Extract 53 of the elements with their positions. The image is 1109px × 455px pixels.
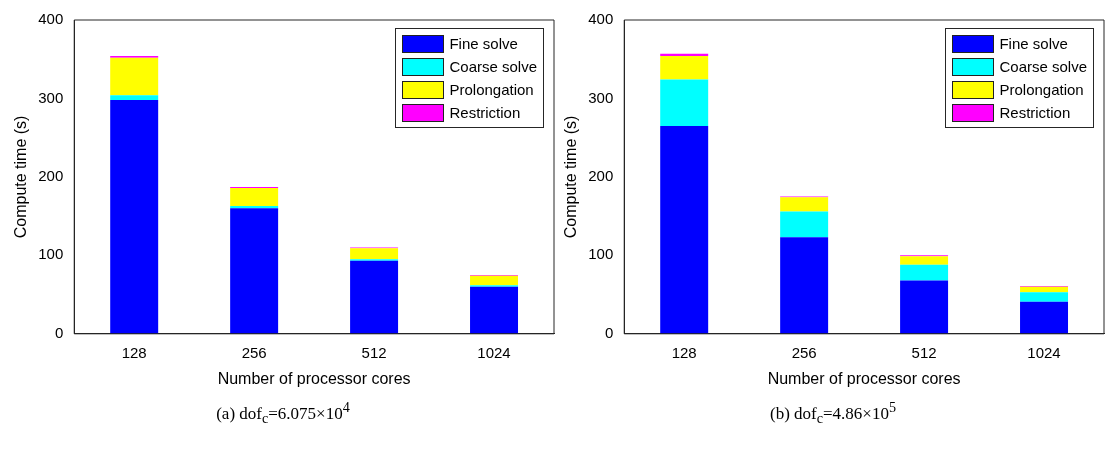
x-tick-label: 256 xyxy=(241,343,267,361)
legend-label: Fine solve xyxy=(449,35,518,52)
legend-label: Prolongation xyxy=(449,81,534,98)
bar xyxy=(230,187,279,206)
text: (a) dof$_{c}$=6.075×10$^{4}$ xyxy=(215,399,351,428)
legend-label: Prolongation xyxy=(999,81,1084,98)
y-axis-title: Compute time (s) xyxy=(12,115,30,239)
y-tick-label: 100 xyxy=(38,245,64,263)
bar xyxy=(110,100,159,334)
x-tick-label: 256 xyxy=(791,343,817,361)
x-axis-title: Number of processor cores xyxy=(767,369,961,387)
y-tick-label: 400 xyxy=(588,10,614,28)
bar xyxy=(780,211,829,238)
bar xyxy=(470,275,519,286)
y-tick-label: 200 xyxy=(38,167,64,185)
x-tick-label: 128 xyxy=(671,343,697,361)
bar xyxy=(1020,301,1069,334)
bar xyxy=(470,286,519,334)
text: (b) dof$_{c}$=4.86×10$^{5}$ xyxy=(768,399,897,428)
bar xyxy=(900,256,949,265)
bar xyxy=(230,208,279,334)
bar xyxy=(780,237,829,334)
bar xyxy=(1020,292,1069,302)
bar xyxy=(660,79,709,126)
x-tick-label: 512 xyxy=(361,343,387,361)
legend-label: Restriction xyxy=(999,104,1071,121)
y-tick-label: 200 xyxy=(588,167,614,185)
x-tick-label: 1024 xyxy=(477,343,511,361)
x-tick-label: 1024 xyxy=(1027,343,1061,361)
x-tick-label: 128 xyxy=(121,343,147,361)
bar xyxy=(780,197,829,212)
y-tick-label: 400 xyxy=(38,10,64,28)
bar xyxy=(110,57,159,96)
legend-label: Restriction xyxy=(449,104,521,121)
y-tick-label: 100 xyxy=(588,245,614,263)
bar xyxy=(900,280,949,334)
legend-label: Coarse solve xyxy=(449,58,537,75)
bar xyxy=(1020,286,1069,293)
legend-label: Fine solve xyxy=(999,35,1068,52)
bar xyxy=(660,125,709,334)
y-axis-title: Compute time (s) xyxy=(562,115,580,239)
x-axis-title: Number of processor cores xyxy=(217,369,411,387)
x-tick-label: 512 xyxy=(911,343,937,361)
y-tick-label: 0 xyxy=(604,323,614,341)
y-tick-label: 300 xyxy=(588,88,614,106)
bar xyxy=(110,95,159,101)
bar xyxy=(350,248,399,260)
bar xyxy=(350,260,399,334)
bar xyxy=(660,56,709,80)
y-tick-label: 300 xyxy=(38,88,64,106)
y-tick-label: 0 xyxy=(54,323,64,341)
bar xyxy=(900,264,949,281)
legend-label: Coarse solve xyxy=(999,58,1087,75)
